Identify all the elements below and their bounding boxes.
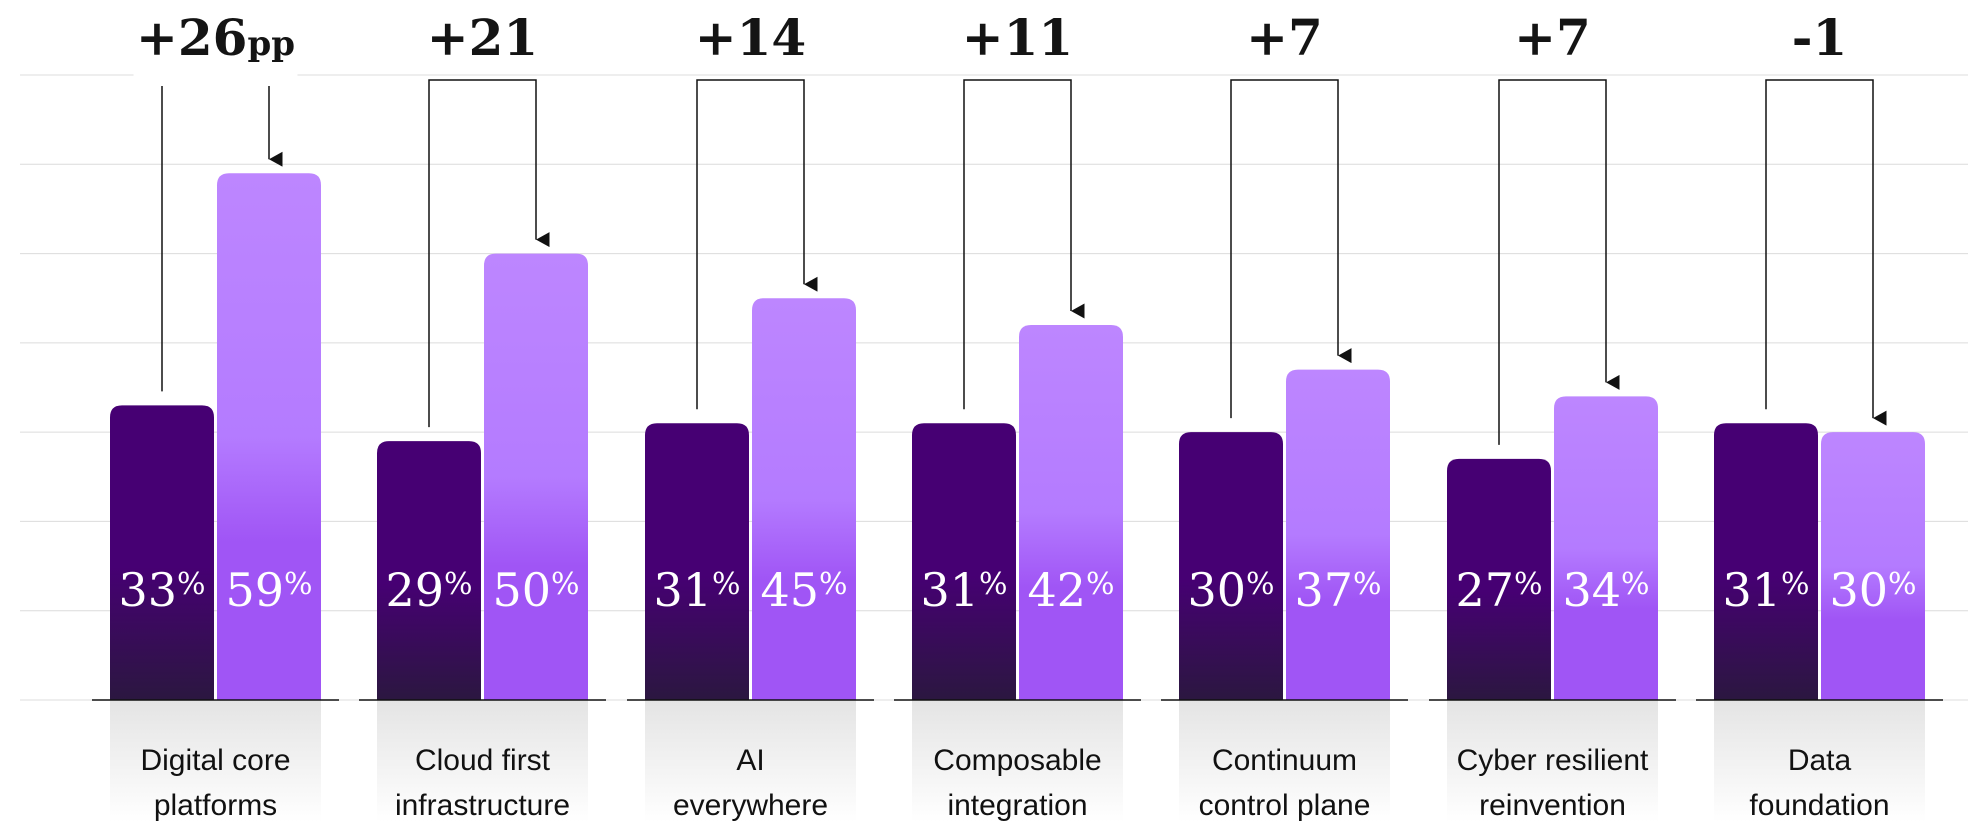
category-label: Continuum xyxy=(1212,744,1357,777)
delta-label: +14 xyxy=(695,8,806,67)
bar-before xyxy=(377,441,481,700)
category-label-shades xyxy=(110,700,1925,822)
category-label: reinvention xyxy=(1479,789,1626,822)
value-label-before: 31% xyxy=(1722,563,1809,617)
category-label-shade xyxy=(912,700,1123,822)
delta-label: +7 xyxy=(1246,8,1323,67)
bar-after xyxy=(1821,432,1925,700)
bar-after xyxy=(217,173,321,700)
bar-before xyxy=(110,405,214,700)
delta-connector xyxy=(963,79,1085,410)
value-label-before: 30% xyxy=(1187,563,1274,617)
bar-after xyxy=(484,253,588,701)
bar-before xyxy=(1179,432,1283,700)
value-label-after: 37% xyxy=(1294,563,1381,617)
delta-connector xyxy=(1765,79,1887,426)
bar-before xyxy=(912,423,1016,700)
category-label-shade xyxy=(377,700,588,822)
delta-label: -1 xyxy=(1792,8,1848,67)
category-label: integration xyxy=(947,789,1087,822)
delta-connector xyxy=(696,79,818,410)
category-label-shade xyxy=(1447,700,1658,822)
category-label: Composable xyxy=(933,744,1101,777)
delta-connector xyxy=(428,79,550,428)
category-label: Data xyxy=(1788,744,1852,777)
bar-before xyxy=(645,423,749,700)
delta-connectors xyxy=(161,79,1887,445)
category-label-shade xyxy=(645,700,856,822)
delta-label: +21 xyxy=(427,8,538,67)
bar-after xyxy=(752,298,856,700)
category-label: everywhere xyxy=(673,789,828,822)
delta-connector xyxy=(1498,79,1620,445)
delta-connector xyxy=(1230,79,1352,419)
bar-after xyxy=(1019,325,1123,700)
category-label: control plane xyxy=(1199,789,1371,822)
bar-after xyxy=(1286,369,1390,700)
category-label-shade xyxy=(110,700,321,822)
category-label: foundation xyxy=(1749,789,1889,822)
bars xyxy=(92,173,1943,701)
bar-before xyxy=(1714,423,1818,700)
category-label: platforms xyxy=(154,789,277,822)
category-label: Digital core xyxy=(140,744,290,777)
category-label-shade xyxy=(1179,700,1390,822)
category-label-shade xyxy=(1714,700,1925,822)
bar-before xyxy=(1447,458,1551,700)
category-label: Cloud first xyxy=(415,744,551,777)
category-label: AI xyxy=(736,744,764,777)
delta-label: +7 xyxy=(1514,8,1591,67)
category-label: infrastructure xyxy=(395,789,570,822)
delta-label-backdrop xyxy=(133,10,298,86)
delta-label: +11 xyxy=(962,8,1073,67)
bar-after xyxy=(1554,396,1658,700)
category-label: Cyber resilient xyxy=(1457,744,1649,777)
